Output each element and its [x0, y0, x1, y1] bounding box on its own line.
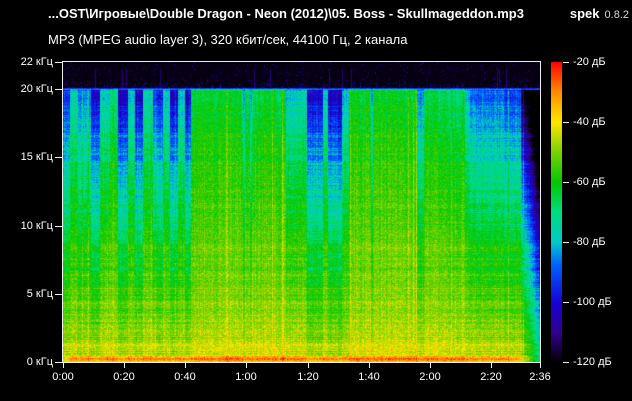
x-tick-mark — [124, 363, 125, 368]
y-tick-mark — [55, 293, 62, 295]
legend-tick-label: -120 дБ — [573, 356, 612, 368]
x-tick-label: 0:40 — [174, 371, 196, 383]
x-tick-mark — [185, 363, 186, 368]
y-tick-label: 22 кГц — [20, 56, 53, 68]
x-tick-mark — [308, 363, 309, 368]
x-tick-label: 1:20 — [297, 371, 319, 383]
audio-info: MP3 (MPEG audio layer 3), 320 кбит/сек, … — [48, 32, 408, 47]
x-tick-label: 2:20 — [480, 371, 502, 383]
y-tick-label: 10 кГц — [20, 219, 53, 232]
y-tick-mark — [55, 362, 62, 363]
legend-tick-label: -80 дБ — [573, 236, 606, 248]
app-name: spek — [569, 6, 600, 21]
legend-tick-mark — [563, 62, 569, 63]
x-tick-mark — [430, 363, 431, 368]
legend-tick-label: -20 дБ — [573, 56, 606, 68]
y-tick-mark — [55, 157, 62, 159]
legend-tick-mark — [563, 302, 569, 303]
x-tick-label: 2:00 — [419, 371, 441, 383]
x-tick-label: 0:20 — [113, 371, 135, 383]
app-version: 0.8.2 — [604, 9, 629, 21]
y-tick-mark — [55, 89, 62, 91]
x-tick-mark — [369, 363, 370, 368]
x-tick-label: 0:00 — [52, 371, 74, 383]
x-tick-mark — [246, 363, 247, 368]
x-tick-label: 1:00 — [235, 371, 257, 383]
legend-tick-mark — [563, 242, 569, 243]
legend-tick-label: -40 дБ — [573, 116, 606, 128]
x-tick-mark — [540, 363, 541, 368]
x-tick-mark — [63, 363, 64, 368]
legend-colorbar — [551, 62, 562, 363]
spectrogram-canvas — [63, 62, 540, 362]
legend-tick-label: -60 дБ — [573, 176, 606, 188]
y-tick-label: 5 кГц — [26, 287, 53, 300]
legend-tick-mark — [563, 122, 569, 123]
app-identity: spek 0.8.2 — [570, 6, 629, 21]
legend-tick-mark — [563, 362, 569, 363]
x-tick-mark — [491, 363, 492, 368]
x-tick-label: 2:36 — [529, 371, 551, 383]
file-path: ...OST\Игровые\Double Dragon - Neon (201… — [48, 6, 524, 21]
y-tick-label: 15 кГц — [20, 151, 53, 164]
x-tick-label: 1:40 — [358, 371, 380, 383]
y-tick-label: 20 кГц — [20, 83, 53, 96]
y-tick-label: 0 кГц — [26, 356, 53, 368]
y-tick-mark — [55, 62, 62, 63]
legend-tick-label: -100 дБ — [573, 296, 612, 308]
legend-tick-mark — [563, 182, 569, 183]
window-title: ...OST\Игровые\Double Dragon - Neon (201… — [48, 6, 629, 21]
y-tick-mark — [55, 225, 62, 227]
spectrogram-frame — [62, 61, 541, 363]
